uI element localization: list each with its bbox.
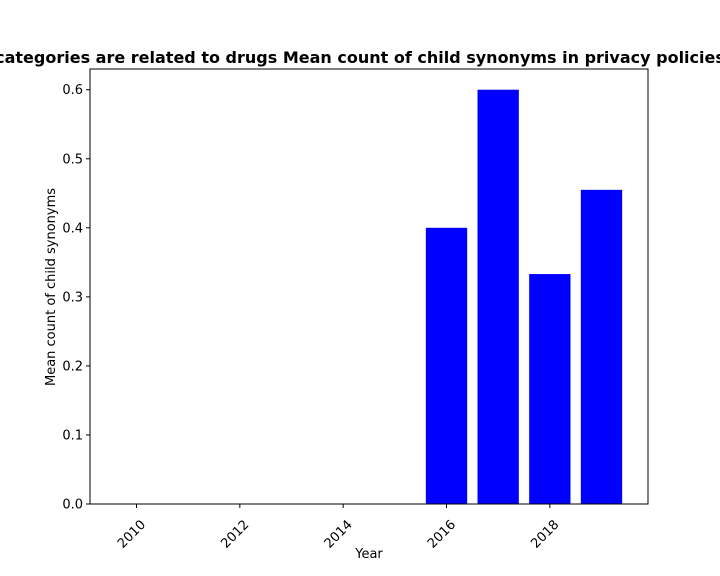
bar-2019: [580, 189, 623, 504]
bars-group: [425, 89, 623, 505]
y-tick-label: 0.3: [62, 290, 83, 305]
y-tick-label: 0.2: [62, 359, 83, 374]
x-tick-label: 2018: [528, 518, 562, 552]
x-tick-label: 2016: [425, 518, 459, 552]
x-tick-label: 2012: [218, 518, 252, 552]
bar-2016: [425, 227, 468, 504]
y-tick-label: 0.0: [62, 498, 83, 513]
bar-2017: [477, 89, 519, 505]
y-axis-label: Mean count of child synonyms: [44, 188, 59, 386]
chart-title: categories are related to drugs Mean cou…: [0, 48, 720, 67]
y-tick-label: 0.1: [62, 428, 83, 443]
x-axis: 2010 2012 2014 2016 2018: [115, 504, 562, 552]
plot-frame: [89, 68, 649, 505]
x-tick-label: 2010: [115, 518, 149, 552]
y-axis: 0.0 0.1 0.2 0.3 0.4 0.5 0.6: [62, 83, 90, 513]
bar-2018: [529, 274, 571, 504]
y-tick-label: 0.5: [62, 152, 83, 167]
y-tick-label: 0.6: [62, 83, 83, 98]
x-tick-label: 2014: [322, 518, 356, 552]
x-axis-label: Year: [354, 547, 383, 562]
y-tick-label: 0.4: [62, 221, 83, 236]
